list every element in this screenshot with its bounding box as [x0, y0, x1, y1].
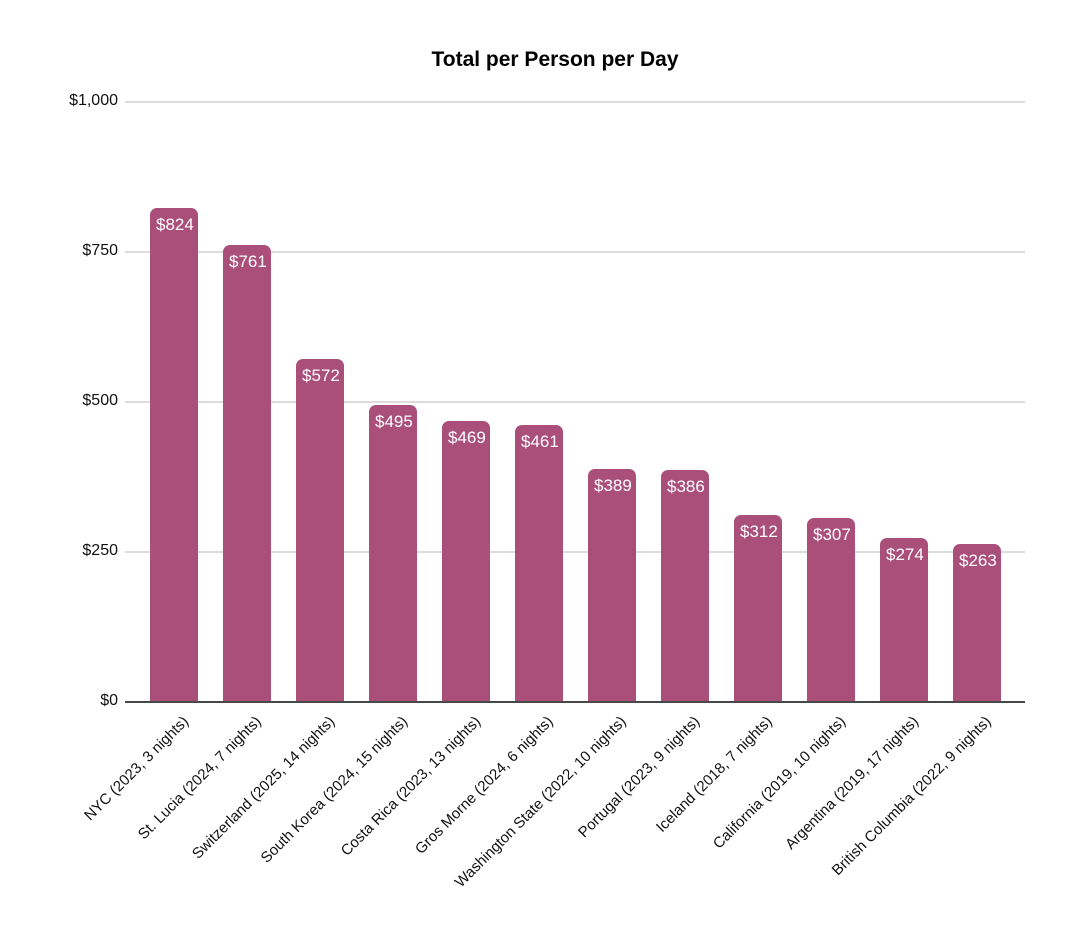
- bar: [880, 537, 928, 702]
- bar-value-label: $761: [229, 252, 267, 272]
- gridline: [125, 101, 1025, 103]
- bar-value-label: $263: [959, 551, 997, 571]
- bar: [588, 468, 636, 702]
- bar-value-label: $312: [740, 521, 778, 541]
- bar: [515, 425, 563, 702]
- bar: [442, 420, 490, 702]
- bar-value-label: $274: [886, 544, 924, 564]
- bar-value-label: $469: [448, 427, 486, 447]
- x-axis-tick-label: British Columbia (2022, 9 nights): [829, 713, 996, 879]
- y-axis-tick-label: $0: [100, 692, 118, 709]
- x-axis-tick-label: Argentina (2019, 17 nights): [782, 713, 923, 853]
- gridline: [125, 551, 1025, 553]
- bar-value-label: $495: [375, 412, 413, 431]
- chart-title: Total per Person per Day: [431, 48, 679, 71]
- bar: [369, 405, 417, 702]
- y-axis-tick-label: $750: [82, 242, 118, 259]
- x-axis-tick-label: South Korea (2024, 15 nights): [257, 713, 412, 867]
- bar: [734, 514, 782, 702]
- x-axis-tick-label: Gros Morne (2024, 6 nights): [412, 713, 558, 858]
- x-axis-line: [125, 701, 1025, 703]
- bar-value-label: $389: [594, 475, 632, 495]
- bar: [807, 517, 855, 702]
- bar: [150, 207, 198, 702]
- gridline: [125, 251, 1025, 253]
- x-axis-tick-label: California (2019, 10 nights): [709, 713, 850, 853]
- x-axis-tick-label: Switzerland (2025, 14 nights): [188, 713, 339, 863]
- y-axis-tick-label: $250: [82, 542, 118, 559]
- bar-value-label: $386: [667, 477, 705, 497]
- bar-value-label: $461: [521, 432, 559, 452]
- bar: [296, 358, 344, 702]
- y-axis-tick-label: $1,000: [69, 92, 118, 109]
- gridline: [125, 401, 1025, 403]
- x-axis-tick-label: Portugal (2023, 9 nights): [574, 713, 704, 842]
- x-axis-tick-label: Costa Rica (2023, 13 nights): [337, 713, 485, 860]
- bar-value-label: $307: [813, 524, 851, 544]
- bar: [953, 544, 1001, 702]
- bar: [661, 470, 709, 702]
- x-axis-tick-label: St. Lucia (2024, 7 nights): [135, 713, 266, 843]
- bar: [223, 245, 271, 702]
- bar-value-label: $824: [156, 214, 194, 234]
- y-axis-tick-label: $500: [82, 392, 118, 409]
- bar-value-label: $572: [302, 365, 340, 385]
